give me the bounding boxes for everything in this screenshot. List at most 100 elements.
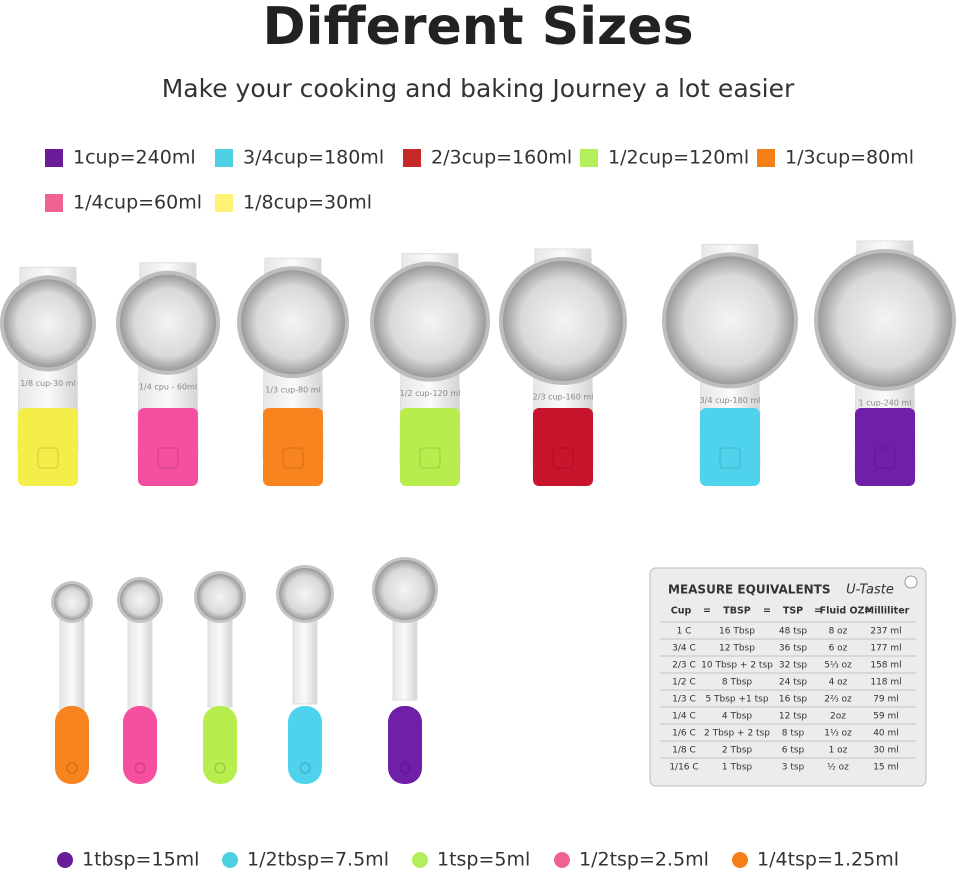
legend-label: 1/8cup=30ml <box>243 192 372 214</box>
card-cell: 158 ml <box>870 661 901 671</box>
cup-engraving: 1 cup-240 ml <box>859 398 912 407</box>
card-header: = <box>814 606 822 617</box>
card-cell: 1/16 C <box>669 763 698 773</box>
card-cell: 1 C <box>677 627 692 637</box>
card-cell: 2oz <box>830 712 846 722</box>
card-cell: 118 ml <box>870 678 901 688</box>
spoon-inner <box>120 580 160 620</box>
legend-dot <box>222 852 238 868</box>
spoon-grip <box>123 706 157 784</box>
card-hole <box>904 575 918 589</box>
card-cell: 1 Tbsp <box>722 763 752 773</box>
legend-label: 1/2tbsp=7.5ml <box>247 849 389 871</box>
cup-engraving: 1/2 cup-120 ml <box>400 389 461 398</box>
cup-engraving: 3/4 cup-180 ml <box>700 396 761 405</box>
card-cell: 10 Tbsp + 2 tsp <box>701 661 773 671</box>
spoon-hole <box>299 762 311 774</box>
card-cell: 3/4 C <box>672 644 696 654</box>
card-cell: 4 Tbsp <box>722 712 752 722</box>
cup-grip <box>138 408 198 486</box>
cup-bowl <box>120 274 216 371</box>
card-header: Fluid OZ <box>820 606 865 617</box>
card <box>649 567 927 787</box>
card-cell: 177 ml <box>870 644 901 654</box>
legend-label: 1/2tsp=2.5ml <box>579 849 709 871</box>
card-cell: 1 oz <box>829 746 848 756</box>
card-cell: 30 ml <box>873 746 899 756</box>
card-cell: 1/2 C <box>672 678 696 688</box>
card-cell: 12 Tbsp <box>719 644 755 654</box>
card-header: Cup <box>671 606 692 617</box>
spoon-inner <box>375 560 435 620</box>
cup-bowl <box>374 265 486 378</box>
legend-dot <box>57 852 73 868</box>
card-cell: 2 Tbsp + 2 tsp <box>704 729 770 739</box>
card-cell: 1/6 C <box>672 729 696 739</box>
cup-grip <box>533 408 593 486</box>
spoon-inner <box>279 568 331 620</box>
card-header: TBSP <box>723 606 751 617</box>
spoon-grip <box>203 706 237 784</box>
card-cell: 36 tsp <box>779 644 808 654</box>
cup-grip <box>18 408 78 486</box>
spoon-hole <box>66 762 78 774</box>
legend-label: 1/3cup=80ml <box>785 147 914 169</box>
cup-engraving: 2/3 cup-160 ml <box>533 393 594 402</box>
spoon-inner <box>197 574 243 620</box>
legend-dot <box>732 852 748 868</box>
card-cell: 24 tsp <box>779 678 808 688</box>
cup-bowl <box>818 252 952 387</box>
card-cell: 1⅓ oz <box>824 729 852 739</box>
card-cell: 40 ml <box>873 729 899 739</box>
card-cell: 1/4 C <box>672 712 696 722</box>
card-cell: 48 tsp <box>779 627 808 637</box>
cup-engraving: 1/8 cup-30 ml <box>20 379 76 388</box>
legend-swatch <box>757 149 775 167</box>
legend-dot <box>412 852 428 868</box>
spoon-hole <box>134 762 146 774</box>
legend-label: 1/2cup=120ml <box>608 147 749 169</box>
card-header: TSP <box>783 606 803 617</box>
card-cell: ½ oz <box>827 763 849 773</box>
card-cell: 59 ml <box>873 712 899 722</box>
legend-swatch <box>45 194 63 212</box>
cup-bowl <box>241 270 345 375</box>
legend-label: 1cup=240ml <box>73 147 196 169</box>
grip-detail <box>282 447 304 469</box>
grip-detail <box>552 447 574 469</box>
card-cell: 2/3 C <box>672 661 696 671</box>
card-cell: 15 ml <box>873 763 899 773</box>
card-brand: U-Taste <box>846 583 894 598</box>
card-cell: 1/3 C <box>672 695 696 705</box>
cup-grip <box>700 408 760 486</box>
legend-label: 3/4cup=180ml <box>243 147 384 169</box>
legend-label: 2/3cup=160ml <box>431 147 572 169</box>
card-cell: 16 tsp <box>779 695 808 705</box>
subtitle: Make your cooking and baking Journey a l… <box>162 74 795 103</box>
legend-swatch <box>403 149 421 167</box>
card-header: = <box>703 606 711 617</box>
legend-swatch <box>215 194 233 212</box>
cup-bowl <box>503 261 623 381</box>
card-cell: 12 tsp <box>779 712 808 722</box>
legend-swatch <box>215 149 233 167</box>
grip-detail <box>719 447 741 469</box>
card-header: = <box>763 606 771 617</box>
grip-detail <box>157 447 179 469</box>
card-cell: 1/8 C <box>672 746 696 756</box>
card-cell: 6 tsp <box>782 746 805 756</box>
title: Different Sizes <box>262 0 693 57</box>
legend-label: 1/4cup=60ml <box>73 192 202 214</box>
card-cell: 32 tsp <box>779 661 808 671</box>
cup-engraving: 1/4 cpu - 60ml <box>139 382 197 391</box>
spoon-hole <box>214 762 226 774</box>
grip-detail <box>419 447 441 469</box>
legend-swatch <box>580 149 598 167</box>
spoon-grip <box>55 706 89 784</box>
spoon-grip <box>388 706 422 784</box>
card-cell: 8 Tbsp <box>722 678 752 688</box>
card-cell: 79 ml <box>873 695 899 705</box>
card-cell: 4 oz <box>829 678 848 688</box>
spoon-grip <box>288 706 322 784</box>
